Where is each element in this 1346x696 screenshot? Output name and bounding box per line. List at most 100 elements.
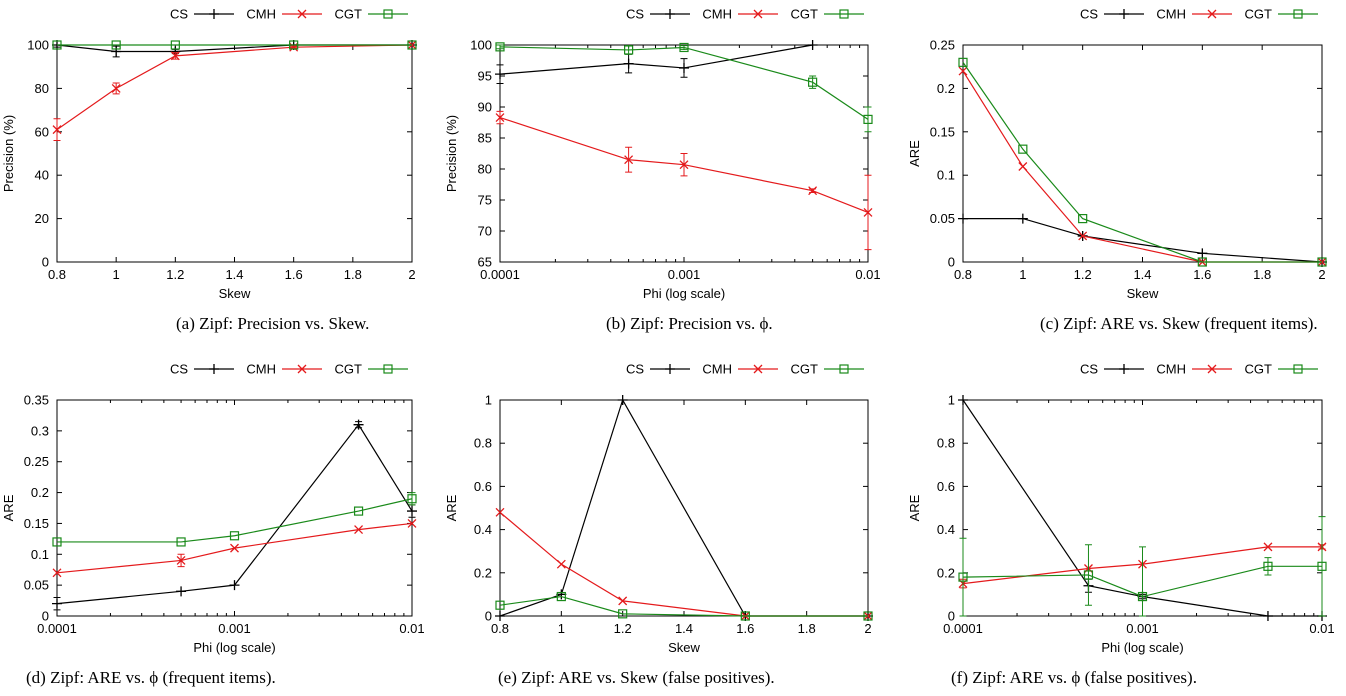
data-point-cs [1197, 248, 1208, 259]
data-point-cs [111, 46, 122, 57]
data-point-cmh [624, 155, 634, 165]
legend-marker-cmh [753, 364, 763, 374]
y-tick-label: 0.8 [937, 436, 955, 451]
x-tick-label: 1.8 [344, 267, 362, 282]
y-tick-label: 1 [948, 393, 955, 408]
data-point-cs [495, 69, 505, 80]
legend-label-cs: CS [1080, 362, 1098, 377]
x-axis-label: Phi (log scale) [193, 640, 275, 655]
series-cs [52, 40, 417, 58]
y-tick-label: 40 [35, 168, 49, 183]
legend-marker-cs [665, 364, 675, 374]
legend-label-cs: CS [626, 362, 644, 377]
data-point-cgt [863, 114, 873, 125]
data-point-cs [807, 40, 818, 50]
data-point-cmh [407, 518, 417, 528]
data-point-cs [52, 598, 62, 609]
data-point-cmh [230, 543, 239, 553]
x-tick-label: 0.8 [48, 267, 66, 282]
legend-marker-cs [665, 9, 675, 19]
data-point-cmh [556, 559, 566, 569]
chart-panel-2: 0 0.05 0.1 0.15 0.2 0.25 0.8 1 1.2 1.4 1.6 1.8 2 Skew… [907, 7, 1327, 333]
x-tick-label: 1.2 [614, 621, 632, 636]
series-line-cgt [57, 498, 413, 543]
series-cmh [52, 518, 417, 578]
legend-marker-cs [1119, 364, 1129, 374]
series-cmh [495, 507, 873, 621]
data-point-cmh [1078, 231, 1088, 241]
data-point-cgt [1083, 570, 1094, 580]
y-tick-label: 0.25 [24, 454, 49, 469]
series-cgt [495, 42, 873, 133]
data-point-cgt [176, 537, 186, 547]
y-tick-label: 0.2 [937, 81, 955, 96]
x-tick-label: 2 [864, 621, 871, 636]
data-point-cgt [740, 611, 750, 621]
y-axis-label: ARE [1, 494, 16, 521]
data-point-cgt [1078, 214, 1088, 224]
series-cgt [958, 57, 1327, 267]
x-axis-label: Skew [668, 640, 700, 655]
legend-marker-cgt [1293, 364, 1303, 374]
data-point-cmh [1263, 542, 1273, 552]
legend-label-cmh: CMH [246, 362, 276, 377]
legend-label-cmh: CMH [1156, 7, 1186, 22]
legend: CGT CMH CS [626, 7, 864, 22]
y-axis-label: ARE [907, 140, 922, 167]
y-tick-label: 0.2 [474, 565, 492, 580]
x-tick-label: 0.001 [668, 267, 701, 282]
error-bar [1139, 546, 1146, 617]
legend-marker-cgt [383, 364, 393, 374]
legend: CGT CMH CS [170, 362, 408, 377]
y-tick-label: 0.8 [474, 436, 492, 451]
y-tick-label: 80 [35, 81, 49, 96]
data-point-cgt [170, 40, 180, 50]
legend: CGT CMH CS [1080, 7, 1318, 22]
y-tick-label: 0.2 [31, 485, 49, 500]
series-cmh [958, 66, 1327, 267]
y-tick-label: 0.1 [31, 547, 49, 562]
data-point-cmh [52, 125, 62, 135]
legend: CGT CMH CS [626, 362, 864, 377]
legend-label-cgt: CGT [1245, 362, 1273, 377]
data-point-cmh [679, 160, 689, 170]
data-point-cgt [353, 506, 364, 516]
data-point-cs [679, 62, 689, 73]
y-tick-label: 70 [478, 224, 492, 239]
x-tick-label: 2 [1318, 267, 1325, 282]
data-point-cgt [958, 572, 968, 582]
series-cgt [52, 492, 417, 547]
y-tick-label: 0.25 [930, 38, 955, 53]
data-point-cgt [863, 611, 873, 621]
data-point-cgt [289, 40, 299, 50]
data-point-cs [495, 611, 505, 621]
legend-marker-cmh [753, 9, 763, 19]
data-point-cs [407, 506, 417, 517]
data-point-cgt [407, 494, 417, 504]
legend-marker-cs [209, 9, 219, 19]
y-tick-label: 20 [35, 211, 49, 226]
y-tick-label: 80 [478, 162, 492, 177]
y-tick-label: 95 [478, 69, 492, 84]
data-point-cgt [52, 40, 62, 50]
y-tick-label: 0.1 [937, 168, 955, 183]
data-point-cs [1017, 213, 1028, 224]
legend-label-cgt: CGT [791, 7, 819, 22]
panel-caption: (f) Zipf: ARE vs. ϕ (false positives). [951, 668, 1197, 687]
legend-label-cs: CS [626, 7, 644, 22]
x-tick-label: 0.01 [855, 267, 880, 282]
data-point-cgt [1317, 257, 1327, 267]
x-tick-label: 0.8 [954, 267, 972, 282]
data-point-cgt [618, 609, 628, 619]
panel-caption: (e) Zipf: ARE vs. Skew (false positives)… [498, 668, 775, 687]
y-tick-label: 0.15 [930, 124, 955, 139]
legend-marker-cgt [1293, 9, 1303, 19]
y-axis-label: Precision (%) [1, 115, 16, 192]
x-tick-label: 1.6 [1193, 267, 1211, 282]
data-point-cmh [958, 66, 968, 76]
legend-label-cmh: CMH [246, 7, 276, 22]
data-point-cs [617, 395, 628, 405]
series-cgt [495, 591, 873, 621]
series-cmh [495, 110, 873, 251]
